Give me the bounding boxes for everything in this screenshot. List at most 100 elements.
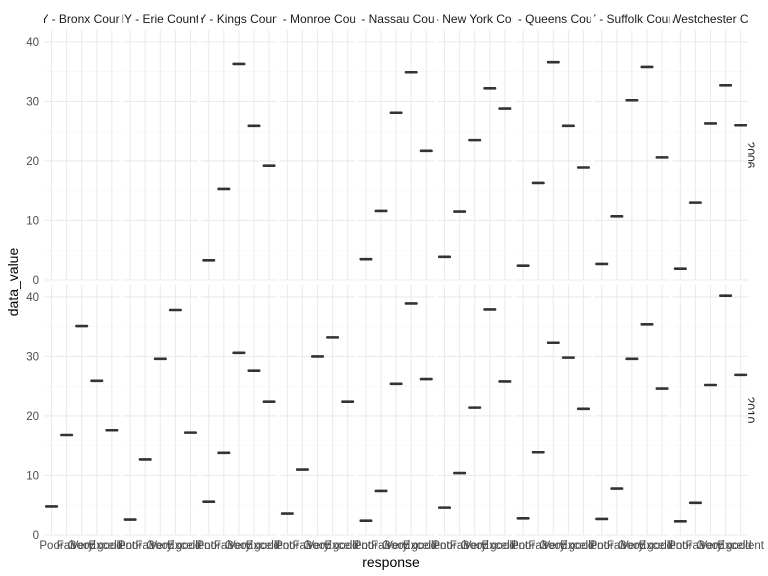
panel-2006-ny-suffolk-county — [594, 30, 670, 281]
x-tick-label: Very good — [385, 540, 437, 552]
box-poor — [438, 506, 452, 509]
panel-2006-ny-erie-county — [122, 30, 198, 281]
x-tick-label: Poor — [432, 540, 456, 552]
strip-ny-monroe-county: NY - Monroe County — [263, 12, 372, 26]
box-good — [232, 351, 246, 355]
y-tick-label: 10 — [26, 470, 39, 482]
strip-ny-new-york-county: NY - New York County — [437, 12, 512, 26]
box-excellent — [498, 107, 512, 110]
box-poor — [359, 519, 373, 523]
panel-2006-ny-new-york-county — [437, 30, 513, 281]
x-tick-label: Fair — [214, 540, 234, 552]
y-tick-label: 0 — [33, 530, 39, 542]
x-tick-label: Poor — [354, 540, 378, 552]
box-excellent — [262, 400, 276, 403]
box-very-good — [247, 124, 261, 128]
box-excellent — [734, 123, 748, 127]
box-very-good — [247, 369, 261, 373]
box-very-good — [326, 336, 340, 339]
x-tick-label: Fair — [450, 540, 470, 552]
x-tick-label: Poor — [590, 540, 614, 552]
x-tick-label: Excellent — [324, 540, 371, 552]
box-fair — [217, 451, 231, 455]
box-good — [546, 341, 560, 345]
panel-2006-ny-westchester-county — [672, 30, 749, 281]
x-tick-label: Poor — [511, 540, 535, 552]
box-excellent — [655, 387, 669, 390]
box-excellent — [655, 156, 669, 159]
x-tick-label: Fair — [607, 540, 627, 552]
panel-2006-ny-monroe-county — [279, 30, 356, 281]
box-poor — [359, 257, 373, 261]
box-excellent — [576, 166, 590, 169]
x-tick-label: Good — [146, 540, 174, 552]
box-good — [311, 355, 324, 358]
x-tick-label: Good — [303, 540, 331, 552]
box-good — [389, 111, 403, 115]
x-tick-label: Excellent — [639, 540, 686, 552]
x-tick-label: Excellent — [560, 540, 607, 552]
box-fair — [531, 181, 545, 185]
x-tick-label: Very good — [621, 540, 673, 552]
box-good — [704, 383, 717, 387]
box-excellent — [498, 380, 512, 383]
box-poor — [202, 500, 216, 503]
strip-ny-queens-county: NY - Queens County — [516, 12, 591, 26]
box-good — [704, 122, 717, 125]
box-fair — [60, 433, 74, 437]
column-strip-label: NY - Bronx County — [32, 12, 132, 26]
box-good — [75, 324, 89, 328]
box-excellent — [419, 149, 433, 153]
x-tick-label: Fair — [57, 540, 77, 552]
box-very-good — [640, 322, 654, 326]
panel-2010-ny-nassau-county — [358, 285, 434, 536]
box-very-good — [640, 65, 654, 69]
box-fair — [138, 458, 152, 461]
box-poor — [673, 267, 687, 270]
box-poor — [45, 505, 59, 508]
box-good — [625, 357, 639, 361]
box-excellent — [262, 164, 276, 168]
x-tick-label: Good — [461, 540, 489, 552]
y-tick-label: 30 — [26, 96, 39, 108]
box-poor — [673, 520, 687, 523]
y-tick-label: 40 — [26, 37, 39, 49]
panel-2006-ny-bronx-county — [44, 30, 120, 281]
box-poor — [123, 518, 137, 521]
y-tick-label: 30 — [26, 351, 39, 363]
column-strip-label: NY - Monroe County — [263, 12, 372, 26]
y-tick-label: 20 — [26, 156, 39, 168]
column-strip-label: NY - Erie County — [115, 12, 205, 26]
x-tick-label: Fair — [686, 540, 706, 552]
box-good — [468, 138, 482, 142]
x-tick-label: Poor — [39, 540, 63, 552]
y-tick-label: 10 — [26, 215, 39, 227]
box-very-good — [168, 308, 182, 312]
x-tick-label: Poor — [118, 540, 142, 552]
x-tick-label: Fair — [135, 540, 155, 552]
box-good — [546, 60, 560, 64]
x-tick-label: Very good — [149, 540, 201, 552]
x-tick-label: Very good — [464, 540, 516, 552]
y-tick-label: 40 — [26, 292, 39, 304]
box-fair — [295, 468, 309, 471]
x-tick-label: Excellent — [167, 540, 214, 552]
box-good — [232, 62, 246, 66]
column-strip-label: NY - Nassau County — [342, 12, 451, 26]
strip-ny-kings-county: NY - Kings County — [201, 12, 276, 26]
box-very-good — [719, 294, 733, 298]
panel-2010-ny-queens-county — [515, 285, 591, 536]
box-excellent — [576, 407, 590, 411]
strip-ny-bronx-county: NY - Bronx County — [32, 12, 132, 26]
box-fair — [453, 471, 467, 475]
x-tick-label: Very good — [542, 540, 594, 552]
box-fair — [453, 210, 467, 213]
box-poor — [280, 512, 294, 515]
panel-2010-ny-bronx-county — [44, 285, 120, 536]
panel-2006-ny-queens-county — [515, 30, 591, 281]
facet-panels — [44, 30, 749, 536]
box-excellent — [734, 373, 748, 377]
